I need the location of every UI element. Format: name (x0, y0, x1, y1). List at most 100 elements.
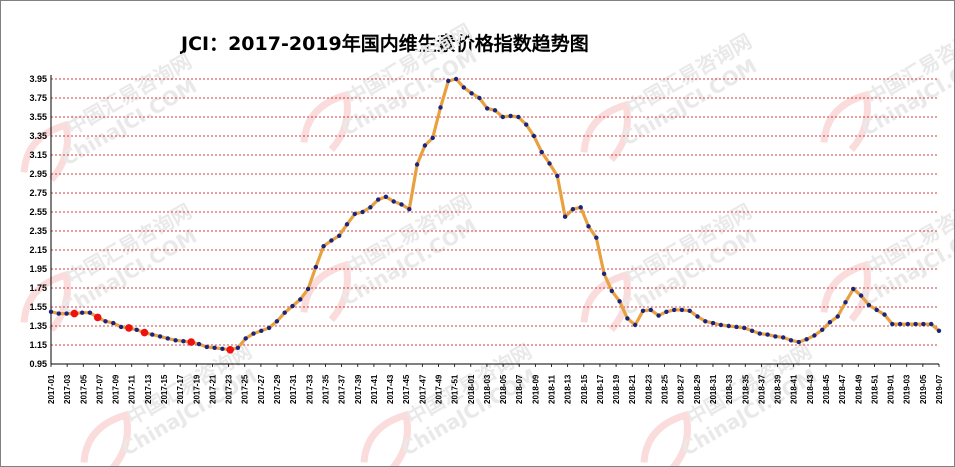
data-point (827, 320, 833, 325)
x-tick-label: 2017-01 (47, 374, 56, 404)
x-tick-label: 2018-51 (870, 374, 879, 404)
x-tick-label: 2018-07 (515, 374, 524, 404)
y-tick-label: 1.35 (29, 321, 47, 331)
data-point (609, 288, 614, 294)
x-tick-label: 2017-25 (241, 374, 250, 404)
x-tick-label: 2017-43 (386, 374, 395, 404)
data-point (414, 162, 420, 167)
data-point (531, 133, 537, 139)
data-point (150, 332, 155, 337)
data-point (773, 334, 778, 339)
data-point (718, 322, 724, 328)
watermark-arc (820, 90, 871, 152)
x-tick-label: 2017-21 (208, 374, 217, 404)
highlight-point (125, 324, 133, 332)
data-point (438, 105, 443, 110)
watermark-arc (640, 410, 691, 466)
highlight-point (140, 328, 149, 337)
data-point (703, 319, 708, 324)
data-point (251, 331, 256, 336)
watermark-arc (580, 100, 631, 162)
data-point (858, 293, 864, 298)
data-point (874, 307, 879, 313)
data-point (820, 327, 825, 332)
data-point (742, 325, 747, 331)
y-tick-label: 2.95 (29, 169, 47, 179)
data-point (204, 344, 209, 350)
data-point (570, 207, 576, 212)
data-point (555, 173, 560, 179)
data-point (274, 319, 280, 324)
x-tick-label: 2017-05 (79, 374, 88, 404)
highlight-point (226, 346, 234, 354)
data-point (134, 327, 139, 332)
data-point (562, 214, 568, 219)
data-point (422, 143, 428, 148)
x-tick-label: 2017-51 (451, 374, 460, 404)
data-point (679, 307, 685, 313)
data-point (695, 314, 700, 319)
data-point (804, 337, 809, 342)
x-tick-label: 2018-49 (854, 374, 863, 404)
data-point (313, 264, 318, 270)
watermark-arc (820, 260, 871, 322)
data-point (843, 300, 848, 305)
y-tick-label: 0.95 (29, 359, 47, 369)
data-point (446, 78, 451, 84)
x-tick-label: 2017-29 (273, 374, 282, 404)
x-tick-label: 2018-47 (838, 374, 847, 404)
x-tick-label: 2018-27 (677, 374, 686, 404)
data-point (399, 202, 404, 207)
x-tick-label: 2018-21 (628, 374, 637, 404)
y-tick-label: 1.15 (29, 340, 47, 350)
x-tick-label: 2017-39 (354, 374, 363, 404)
data-point (243, 336, 248, 341)
data-point (851, 286, 856, 292)
x-tick-label: 2018-11 (548, 375, 557, 404)
data-point (812, 333, 817, 338)
data-point (640, 308, 646, 313)
data-point (290, 303, 295, 309)
data-point (87, 310, 93, 315)
data-point (407, 207, 412, 212)
data-point (633, 322, 638, 328)
x-tick-label: 2017-15 (160, 374, 169, 404)
x-tick-label: 2019-07 (935, 374, 944, 404)
watermark-arc (80, 410, 131, 466)
data-point (305, 286, 311, 292)
data-point (765, 332, 770, 337)
data-point (586, 224, 591, 229)
x-tick-label: 2017-17 (176, 374, 185, 404)
x-tick-label: 2018-39 (774, 374, 783, 404)
data-point (118, 324, 124, 330)
data-point (648, 307, 653, 313)
data-point (516, 114, 521, 120)
x-tick-label: 2017-23 (225, 374, 234, 404)
x-tick-label: 2017-11 (128, 375, 137, 404)
highlight-point (187, 338, 195, 346)
data-point (656, 313, 661, 318)
x-tick-label: 2017-09 (112, 374, 121, 404)
data-point (913, 321, 918, 327)
data-point (173, 338, 178, 343)
x-tick-label: 2018-23 (644, 374, 653, 404)
y-tick-label: 3.15 (29, 150, 47, 160)
data-point (64, 311, 69, 316)
y-tick-label: 3.75 (29, 93, 47, 103)
data-point (352, 211, 357, 217)
data-point (282, 310, 287, 315)
data-point (734, 324, 739, 330)
axes (50, 75, 939, 365)
x-tick-label: 2018-09 (531, 374, 540, 404)
data-point (921, 321, 926, 327)
y-tick-label: 2.35 (29, 226, 47, 236)
data-point (897, 321, 903, 327)
data-point (508, 113, 513, 119)
data-point (469, 91, 474, 96)
x-tick-label: 2017-33 (305, 374, 314, 404)
data-point (259, 328, 264, 333)
data-point (376, 197, 381, 202)
x-tick-label: 2017-27 (257, 374, 266, 404)
